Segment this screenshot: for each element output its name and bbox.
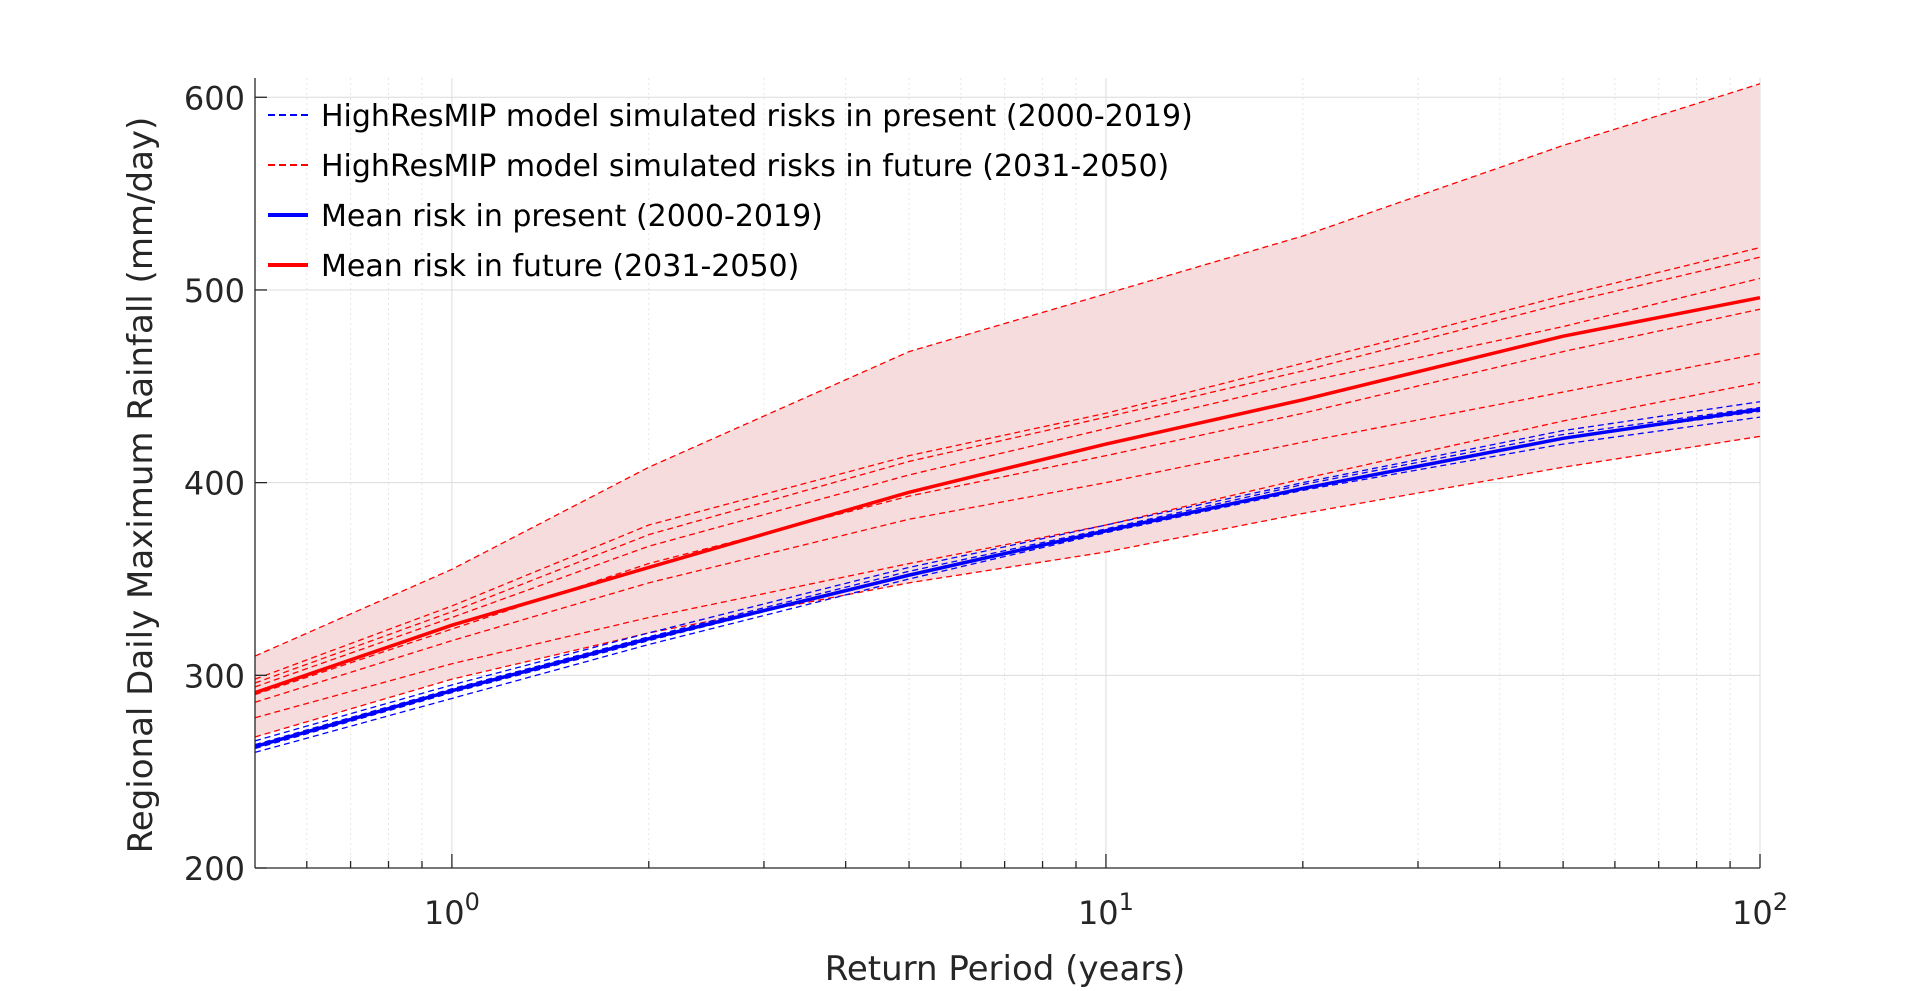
x-tick-label: 100 xyxy=(424,888,480,932)
y-tick-label: 500 xyxy=(184,272,245,310)
mean-lines xyxy=(254,295,1761,749)
tick-labels: 200 300 400 500 600 100 101 102 xyxy=(184,79,1788,932)
y-axis-label: Regional Daily Maximum Rainfall (mm/day) xyxy=(121,117,161,854)
present-model-3-line xyxy=(254,406,1761,746)
legend-label-present-mean: Mean risk in present (2000-2019) xyxy=(321,199,823,234)
legend: HighResMIP model simulated risks in pres… xyxy=(268,99,1193,284)
axes xyxy=(254,78,1761,869)
legend-label-future-mean: Mean risk in future (2031-2050) xyxy=(321,249,799,284)
y-tick-label: 300 xyxy=(184,657,245,695)
present-model-1-line xyxy=(254,416,1761,754)
future-model-4-line xyxy=(254,277,1761,688)
x-axis-label: Return Period (years) xyxy=(825,949,1186,989)
x-tick-label: 102 xyxy=(1732,888,1788,932)
y-tick-label: 400 xyxy=(184,465,245,503)
legend-label-present-models: HighResMIP model simulated risks in pres… xyxy=(321,99,1193,134)
future-model-7-line xyxy=(254,381,1761,719)
future-model-6-line xyxy=(254,352,1761,703)
y-tick-label: 600 xyxy=(184,79,245,117)
y-tick-label: 200 xyxy=(184,850,245,888)
legend-label-future-models: HighResMIP model simulated risks in futu… xyxy=(321,149,1169,184)
future-model-5-line xyxy=(254,308,1761,696)
present-model-4-line xyxy=(254,401,1761,742)
future-model-2-line xyxy=(254,246,1761,680)
future-model-3-line xyxy=(254,256,1761,684)
future-model-8-line xyxy=(254,435,1761,738)
future-model-1-line xyxy=(254,83,1761,657)
mean-present-line xyxy=(254,407,1761,749)
x-tick-label: 101 xyxy=(1078,888,1134,932)
mean-future-line xyxy=(254,295,1761,695)
